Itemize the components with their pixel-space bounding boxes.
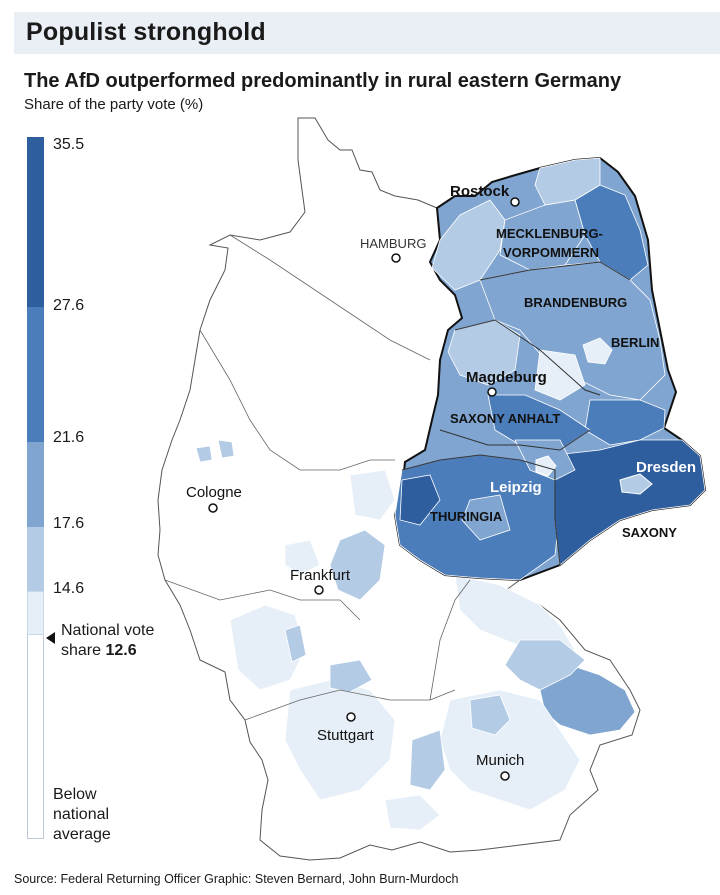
- label-thuringia: THURINGIA: [430, 509, 503, 524]
- city-marker-rostock: [510, 197, 520, 207]
- color-legend: [27, 137, 44, 839]
- region-brandenburg-south: [584, 399, 666, 446]
- national-label-line1: National vote: [61, 622, 155, 639]
- city-marker-magdeburg: [487, 387, 497, 397]
- region-light-nrw-2: [217, 439, 235, 459]
- region-light-bw-3: [409, 729, 446, 791]
- chart-title: Populist stronghold: [26, 18, 266, 46]
- region-berlin: [582, 337, 613, 365]
- region-mv-north: [534, 157, 601, 206]
- label-saxony: SAXONY: [622, 525, 677, 540]
- city-markers: [208, 197, 520, 781]
- legend-bin-21-6-27-6: [27, 307, 44, 442]
- city-marker-hamburg: [391, 253, 401, 263]
- west-state-borders: [164, 234, 471, 721]
- label-berlin: BERLIN: [611, 335, 659, 350]
- region-light-bavaria-mid: [504, 639, 586, 691]
- region-light-hesse-2: [349, 469, 396, 521]
- region-light-hesse-3: [284, 539, 321, 576]
- region-mv-west: [431, 199, 506, 291]
- label-frankfurt: Frankfurt: [290, 567, 351, 584]
- below-line2: national: [53, 806, 110, 823]
- legend-tick: 27.6: [53, 297, 85, 314]
- region-brandenburg: [479, 261, 666, 401]
- below-average-label: Below national average: [53, 785, 143, 845]
- region-light-nrw-1: [195, 445, 213, 463]
- region-saxony-anhalt-mid: [534, 349, 586, 401]
- region-light-bavaria-patch: [469, 694, 511, 736]
- below-line3: average: [53, 826, 111, 843]
- label-hamburg: HAMBURG: [360, 236, 426, 251]
- region-light-bw-4: [384, 794, 441, 831]
- legend-bin-12-6-14-6: [27, 591, 44, 635]
- label-munich: Munich: [476, 752, 524, 769]
- label-mv-line1: MECKLENBURG-: [496, 226, 603, 241]
- region-thuringia-center: [461, 494, 511, 541]
- region-mv-east: [574, 184, 649, 281]
- label-mv-line2: VORPOMMERN: [503, 245, 599, 260]
- unit-label: Share of the party vote (%): [24, 96, 204, 113]
- legend-tick: 17.6: [53, 515, 85, 532]
- national-average-label: National vote share 12.6: [61, 621, 201, 661]
- city-marker-frankfurt: [314, 585, 324, 595]
- legend-bin-below-average: [27, 635, 44, 839]
- label-dresden: Dresden: [636, 459, 696, 476]
- national-average-marker-icon: [46, 632, 55, 644]
- chart-subtitle: The AfD outperformed predominantly in ru…: [24, 70, 622, 92]
- region-light-rp-1: [229, 604, 306, 691]
- below-line1: Below: [53, 786, 97, 803]
- legend-tick: 21.6: [53, 429, 85, 446]
- region-dresden: [619, 473, 653, 495]
- legend-tick: 14.6: [53, 580, 85, 597]
- region-light-bw-2: [329, 659, 373, 693]
- city-marker-cologne: [208, 503, 218, 513]
- legend-tick: 35.5: [53, 136, 85, 153]
- label-brandenburg: BRANDENBURG: [524, 295, 627, 310]
- legend-bin-14-6-17-6: [27, 527, 44, 591]
- region-light-rp-2: [284, 624, 307, 663]
- city-marker-stuttgart: [346, 712, 356, 722]
- label-saxony-anhalt: SAXONY ANHALT: [450, 411, 560, 426]
- region-leipzig: [535, 455, 557, 477]
- label-rostock: Rostock: [450, 183, 510, 200]
- national-value: 12.6: [105, 642, 137, 659]
- legend-bin-27-6-35-5: [27, 137, 44, 307]
- region-light-hesse-1: [329, 529, 386, 601]
- label-stuttgart: Stuttgart: [317, 727, 375, 744]
- label-magdeburg: Magdeburg: [466, 369, 547, 386]
- label-cologne: Cologne: [186, 484, 242, 501]
- city-marker-munich: [500, 771, 510, 781]
- region-thuringia-west: [399, 474, 441, 526]
- label-leipzig: Leipzig: [490, 479, 542, 496]
- legend-bin-17-6-21-6: [27, 442, 44, 527]
- title-bar: Populist stronghold: [14, 12, 720, 54]
- state-borders: [401, 261, 631, 566]
- source-credit: Source: Federal Returning Officer Graphi…: [14, 872, 459, 886]
- national-label-line2: share: [61, 642, 102, 659]
